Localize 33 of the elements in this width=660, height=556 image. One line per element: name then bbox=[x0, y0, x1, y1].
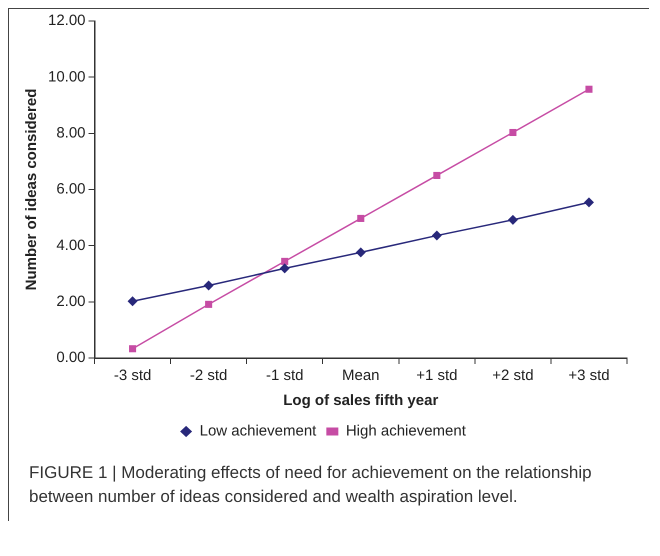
x-tick-label: Mean bbox=[342, 367, 380, 384]
y-tick-label: 10.00 bbox=[48, 68, 86, 86]
y-tick-label: 2.00 bbox=[56, 292, 86, 310]
point bbox=[584, 197, 594, 208]
point bbox=[281, 258, 288, 265]
legend-label: Low achievement bbox=[200, 422, 318, 440]
legend-label: High achievement bbox=[346, 422, 467, 440]
point bbox=[128, 296, 138, 306]
point bbox=[509, 128, 516, 136]
point bbox=[432, 230, 442, 241]
y-tick-label: 8.00 bbox=[56, 124, 86, 142]
point bbox=[204, 280, 214, 291]
y-tick-label: 0.00 bbox=[56, 349, 86, 366]
point bbox=[508, 214, 518, 225]
x-tick-label: -1 std bbox=[266, 367, 304, 384]
x-tick-label: +1 std bbox=[416, 367, 458, 384]
x-tick-label: -2 std bbox=[190, 367, 228, 384]
point bbox=[356, 247, 366, 258]
point bbox=[357, 214, 364, 222]
x-tick-label: -3 std bbox=[114, 367, 152, 384]
y-axis-title: Number of ideas considered bbox=[23, 88, 40, 290]
point bbox=[433, 172, 440, 179]
x-tick-label: +3 std bbox=[568, 367, 610, 384]
y-tick-label: 6.00 bbox=[56, 180, 86, 198]
point bbox=[205, 300, 212, 308]
point bbox=[585, 86, 593, 93]
y-tick-label: 12.00 bbox=[48, 12, 86, 30]
point bbox=[280, 263, 290, 274]
caption: FIGURE 1 | Moderating effects of need for achievement on the relationship between number of ideas considered and wealth aspiration level. bbox=[28, 462, 593, 508]
x-tick-label: +2 std bbox=[492, 367, 534, 384]
x-axis-title: Log of sales fifth year bbox=[283, 392, 438, 410]
y-tick-label: 4.00 bbox=[56, 236, 86, 254]
point bbox=[129, 345, 136, 352]
